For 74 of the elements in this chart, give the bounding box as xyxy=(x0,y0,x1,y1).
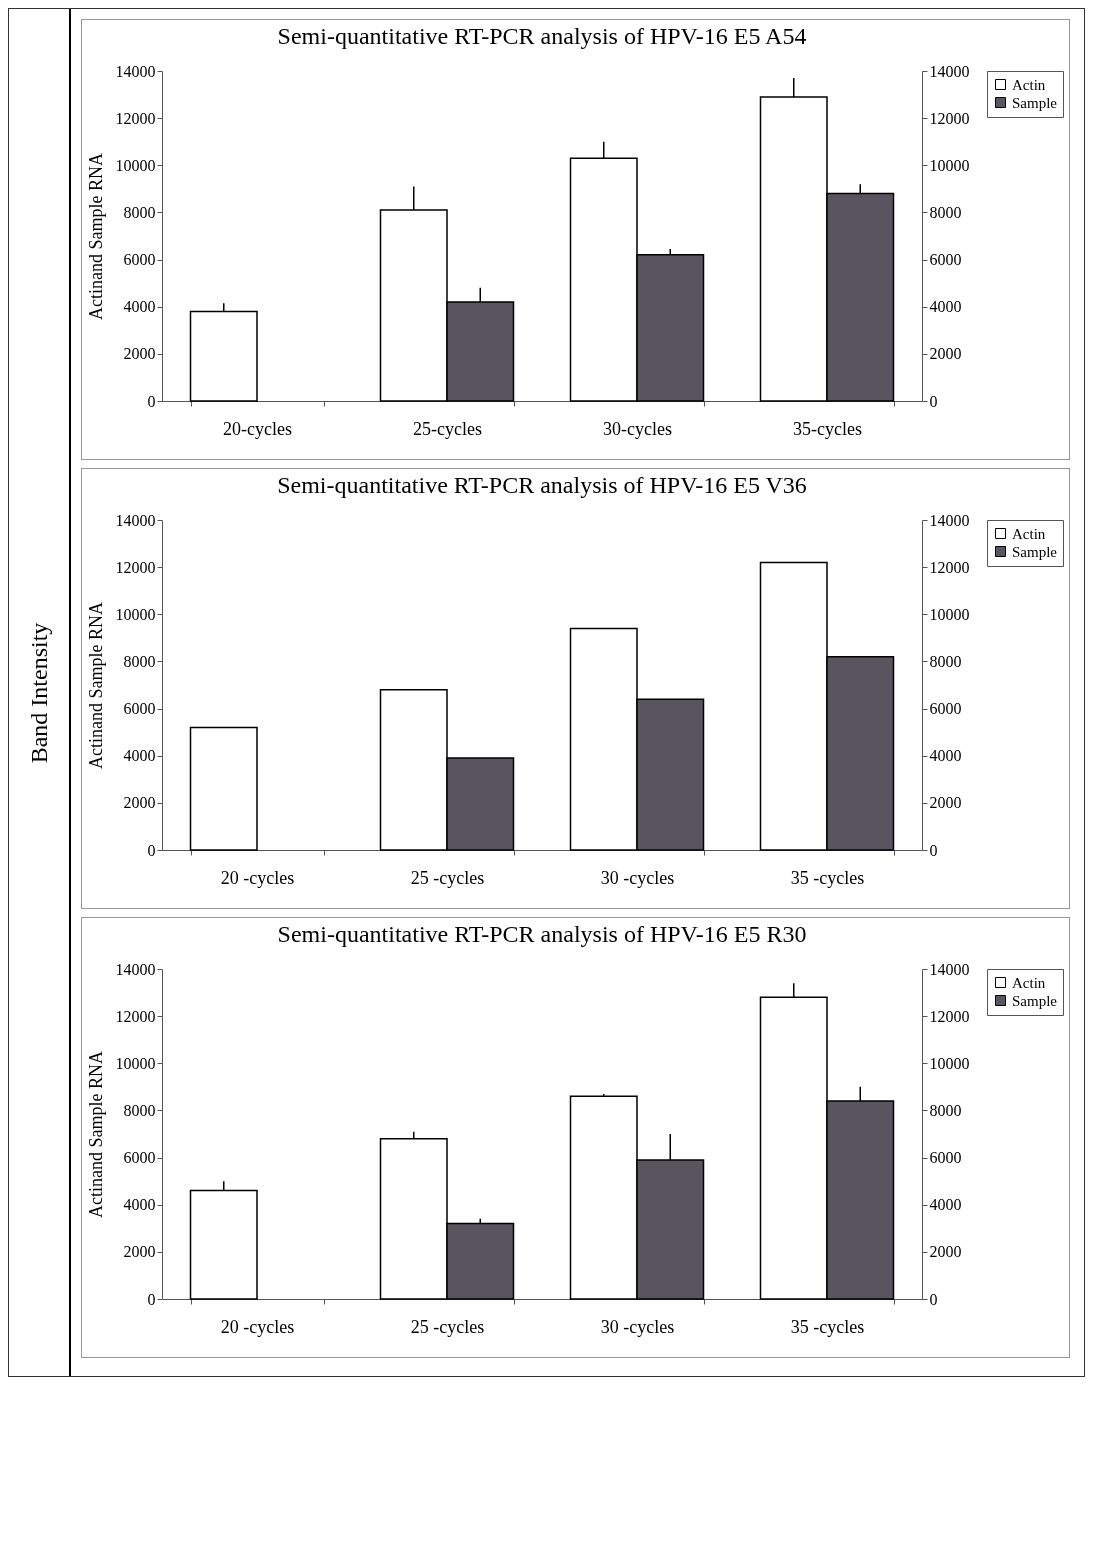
y2-tick-label: 6000 xyxy=(929,251,962,269)
y-tick-label: 0 xyxy=(147,1290,156,1308)
y-tick-label: 6000 xyxy=(123,700,156,718)
y2-tick-label: 4000 xyxy=(929,298,962,316)
y2-tick-label: 6000 xyxy=(929,1149,962,1167)
x-tick-label: 25 -cycles xyxy=(410,1316,485,1337)
y-tick-label: 2000 xyxy=(123,794,156,812)
y2-tick-label: 6000 xyxy=(929,700,962,718)
text: Band Intensity xyxy=(25,622,53,763)
y2-tick-label: 14000 xyxy=(929,62,970,80)
y-axis-title: Actinand Sample RNA xyxy=(85,1051,106,1218)
legend-label: Actin xyxy=(1012,76,1046,93)
y-tick-label: 14000 xyxy=(115,511,156,529)
y-tick-label: 4000 xyxy=(123,747,156,765)
y-tick-label: 12000 xyxy=(115,558,156,576)
y-tick-label: 14000 xyxy=(115,960,156,978)
y-tick-label: 4000 xyxy=(123,298,156,316)
x-tick-label: 30-cycles xyxy=(603,418,672,439)
y2-tick-label: 4000 xyxy=(929,747,962,765)
y-tick-label: 0 xyxy=(147,841,156,859)
y-tick-label: 2000 xyxy=(123,1243,156,1261)
y-tick-label: 8000 xyxy=(123,1101,156,1119)
y2-tick-label: 8000 xyxy=(929,203,962,221)
x-tick-label: 20-cycles xyxy=(223,418,292,439)
y2-tick-label: 2000 xyxy=(929,794,962,812)
y2-tick-label: 4000 xyxy=(929,1196,962,1214)
y2-tick-label: 8000 xyxy=(929,1101,962,1119)
legend-label: Actin xyxy=(1012,525,1046,542)
y-tick-label: 2000 xyxy=(123,345,156,363)
x-tick-label: 20 -cycles xyxy=(220,867,295,888)
x-tick-label: 20 -cycles xyxy=(220,1316,295,1337)
y2-tick-label: 8000 xyxy=(929,652,962,670)
x-tick-label: 30 -cycles xyxy=(600,1316,675,1337)
y2-tick-label: 12000 xyxy=(929,558,970,576)
bar xyxy=(189,726,258,851)
y-axis-title: Actinand Sample RNA xyxy=(85,153,106,320)
y-tick-label: 6000 xyxy=(123,1149,156,1167)
legend-label: Sample xyxy=(1012,543,1058,560)
y-axis-title: Actinand Sample RNA xyxy=(85,602,106,769)
y2-tick-label: 12000 xyxy=(929,109,970,127)
chart-title: Semi-quantitative RT-PCR analysis of HPV-16 E5 R30 xyxy=(277,921,807,947)
chart-title: Semi-quantitative RT-PCR analysis of HPV-16 E5 V36 xyxy=(277,472,807,498)
y-tick-label: 12000 xyxy=(115,109,156,127)
x-tick-label: 35 -cycles xyxy=(790,1316,865,1337)
x-tick-label: 25 -cycles xyxy=(410,867,485,888)
y2-tick-label: 0 xyxy=(929,392,938,410)
y-tick-label: 4000 xyxy=(123,1196,156,1214)
y-tick-label: 10000 xyxy=(115,1054,156,1072)
x-tick-label: 35-cycles xyxy=(793,418,862,439)
x-tick-label: 25-cycles xyxy=(413,418,482,439)
y2-tick-label: 12000 xyxy=(929,1007,970,1025)
y-tick-label: 8000 xyxy=(123,652,156,670)
y2-tick-label: 10000 xyxy=(929,156,970,174)
y-tick-label: 14000 xyxy=(115,62,156,80)
x-tick-label: 35 -cycles xyxy=(790,867,865,888)
y2-tick-label: 0 xyxy=(929,841,938,859)
y2-tick-label: 14000 xyxy=(929,960,970,978)
y-tick-label: 8000 xyxy=(123,203,156,221)
y-tick-label: 12000 xyxy=(115,1007,156,1025)
y2-tick-label: 10000 xyxy=(929,605,970,623)
legend-label: Sample xyxy=(1012,992,1058,1009)
y-tick-label: 10000 xyxy=(115,605,156,623)
y-tick-label: 6000 xyxy=(123,251,156,269)
chart-title: Semi-quantitative RT-PCR analysis of HPV-16 E5 A54 xyxy=(277,23,807,49)
x-tick-label: 30 -cycles xyxy=(600,867,675,888)
y2-tick-label: 2000 xyxy=(929,1243,962,1261)
y2-tick-label: 0 xyxy=(929,1290,938,1308)
legend-label: Actin xyxy=(1012,974,1046,991)
y2-tick-label: 2000 xyxy=(929,345,962,363)
y2-tick-label: 14000 xyxy=(929,511,970,529)
legend-label: Sample xyxy=(1012,94,1058,111)
y2-tick-label: 10000 xyxy=(929,1054,970,1072)
y-tick-label: 0 xyxy=(147,392,156,410)
y-tick-label: 10000 xyxy=(115,156,156,174)
